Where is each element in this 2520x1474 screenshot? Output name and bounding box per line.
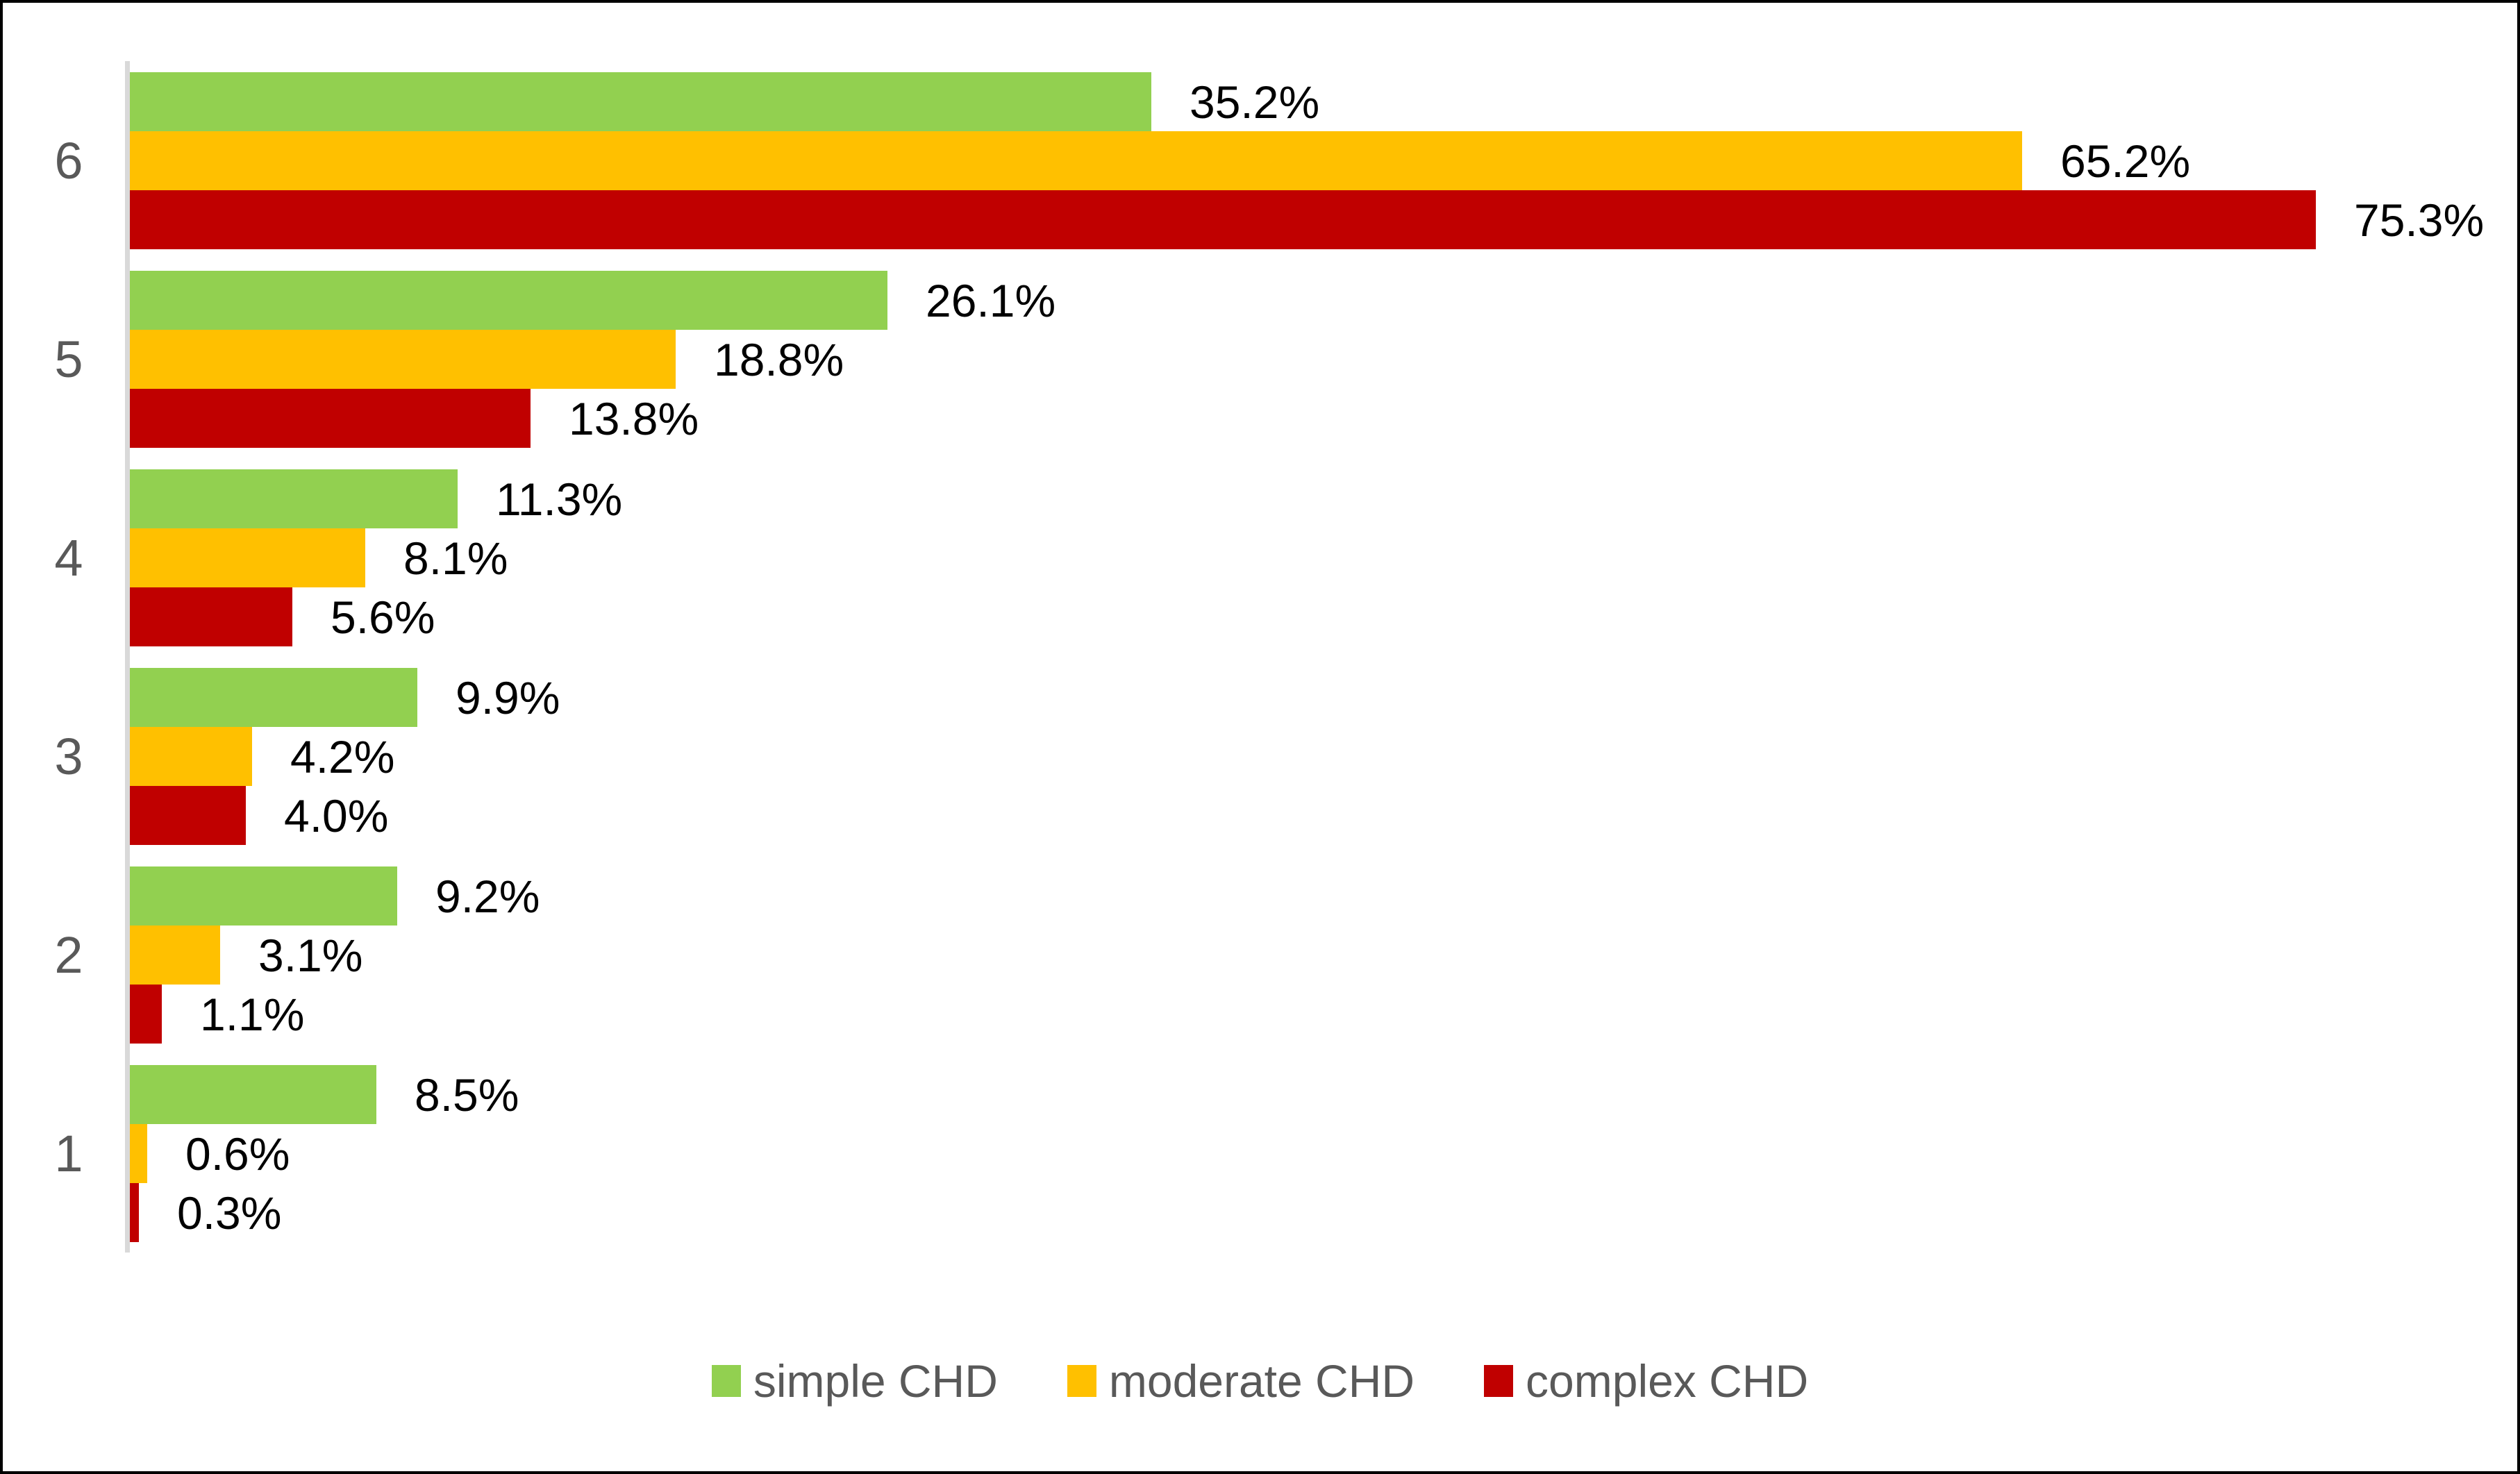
data-label-simple-chd-category-3: 9.9%: [456, 671, 560, 723]
data-label-complex-chd-category-1: 0.3%: [177, 1187, 282, 1239]
bar-complex-chd-category-6: [130, 190, 2316, 249]
bar-moderate-chd-category-5: [130, 330, 676, 389]
legend: simple CHD moderate CHD complex CHD: [3, 1358, 2517, 1404]
bar-moderate-chd-category-4: [130, 528, 365, 587]
bar-simple-chd-category-4: [130, 469, 458, 528]
bar-simple-chd-category-2: [130, 866, 397, 926]
category-label-2: 2: [54, 926, 83, 984]
category-label-3: 3: [54, 727, 83, 785]
bar-moderate-chd-category-6: [130, 131, 2022, 190]
data-label-moderate-chd-category-1: 0.6%: [185, 1128, 290, 1180]
data-label-complex-chd-category-5: 13.8%: [569, 392, 699, 444]
category-label-4: 4: [54, 528, 83, 587]
legend-item-moderate-chd: moderate CHD: [1067, 1358, 1415, 1404]
data-label-simple-chd-category-5: 26.1%: [926, 274, 1056, 326]
legend-marker-moderate-chd: [1067, 1365, 1096, 1397]
y-axis-line: [125, 61, 130, 1253]
data-label-complex-chd-category-3: 4.0%: [284, 789, 389, 841]
bar-moderate-chd-category-1: [130, 1124, 147, 1183]
data-label-simple-chd-category-2: 9.2%: [435, 870, 540, 922]
legend-label-moderate-chd: moderate CHD: [1108, 1355, 1415, 1407]
bar-simple-chd-category-5: [130, 271, 887, 330]
data-label-moderate-chd-category-5: 18.8%: [714, 333, 844, 385]
legend-label-complex-chd: complex CHD: [1526, 1355, 1809, 1407]
bar-simple-chd-category-6: [130, 72, 1151, 131]
data-label-simple-chd-category-4: 11.3%: [496, 473, 623, 525]
data-label-complex-chd-category-6: 75.3%: [2354, 194, 2485, 246]
bar-moderate-chd-category-3: [130, 727, 252, 786]
data-label-moderate-chd-category-4: 8.1%: [403, 532, 508, 584]
legend-marker-simple-chd: [711, 1365, 741, 1397]
bar-complex-chd-category-2: [130, 985, 162, 1044]
data-label-moderate-chd-category-3: 4.2%: [290, 730, 395, 782]
data-label-moderate-chd-category-6: 65.2%: [2060, 135, 2191, 187]
category-label-1: 1: [54, 1124, 83, 1182]
bar-complex-chd-category-5: [130, 389, 531, 448]
legend-marker-complex-chd: [1484, 1365, 1514, 1397]
category-label-6: 6: [54, 131, 83, 190]
bar-simple-chd-category-1: [130, 1065, 376, 1124]
bar-complex-chd-category-3: [130, 786, 246, 845]
bar-complex-chd-category-1: [130, 1183, 139, 1242]
bar-complex-chd-category-4: [130, 587, 292, 646]
category-label-5: 5: [54, 330, 83, 388]
bar-moderate-chd-category-2: [130, 926, 220, 985]
data-label-moderate-chd-category-2: 3.1%: [258, 929, 363, 981]
bar-simple-chd-category-3: [130, 668, 417, 727]
data-label-simple-chd-category-1: 8.5%: [415, 1069, 519, 1121]
legend-item-complex-chd: complex CHD: [1484, 1358, 1808, 1404]
data-label-simple-chd-category-6: 35.2%: [1190, 76, 1320, 128]
data-label-complex-chd-category-2: 1.1%: [200, 988, 305, 1040]
data-label-complex-chd-category-4: 5.6%: [331, 591, 435, 643]
legend-item-simple-chd: simple CHD: [711, 1355, 998, 1407]
legend-label-simple-chd: simple CHD: [753, 1355, 998, 1407]
